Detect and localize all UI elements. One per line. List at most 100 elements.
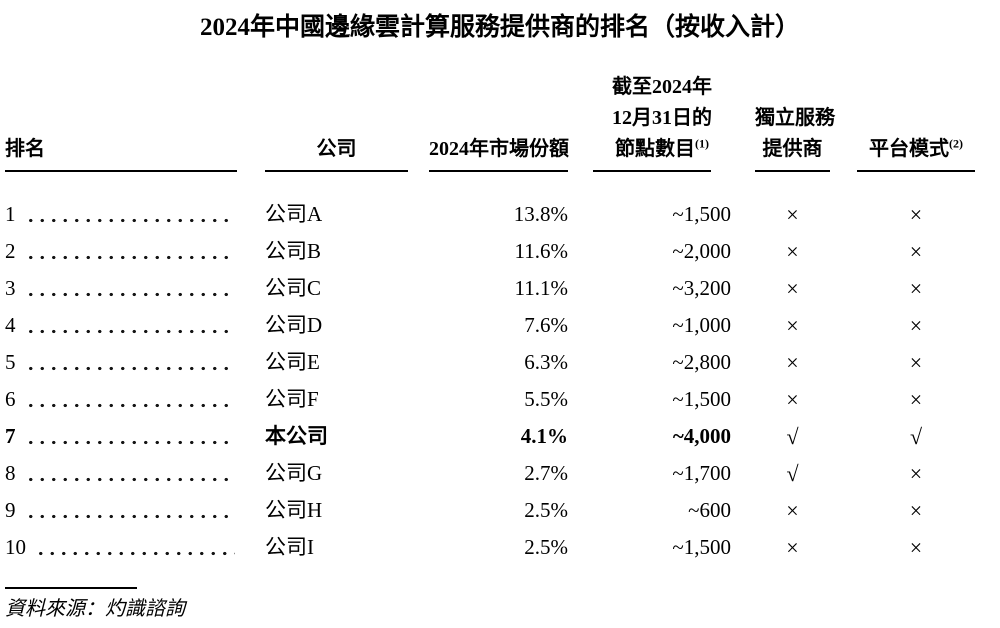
platform-flag-cell: × <box>909 313 923 338</box>
market-share-cell: 2.5% <box>524 498 568 522</box>
platform-flag-cell: × <box>909 535 923 560</box>
table-row: 6 公司F 5.5% ~1,500 × × <box>5 381 995 418</box>
dot-leader <box>24 291 235 297</box>
table-row: 2 公司B 11.6% ~2,000 × × <box>5 233 995 270</box>
footnote-marker-2: (2) <box>949 136 963 151</box>
market-share-cell: 11.1% <box>514 276 568 300</box>
rank-value: 4 <box>5 313 16 337</box>
nodes-header-line3: 節點數目(1) <box>615 136 709 160</box>
rank-cell: 1 <box>5 201 237 228</box>
table-row: 9 公司H 2.5% ~600 × × <box>5 492 995 529</box>
nodes-cell: ~1,700 <box>672 461 731 485</box>
table-header-row: 排名 公司 2024年市場份額 截至2024年 12月31日的 節點數目(1) … <box>5 72 995 172</box>
rank-cell: 4 <box>5 312 237 339</box>
dot-leader <box>24 476 235 482</box>
company-cell: 公司D <box>265 313 323 337</box>
nodes-cell: ~3,200 <box>672 276 731 300</box>
independent-flag-cell: × <box>786 202 799 227</box>
header-underline <box>429 170 568 172</box>
rank-cell: 2 <box>5 238 237 265</box>
company-cell: 公司A <box>265 202 323 226</box>
independent-flag-cell: × <box>786 239 799 264</box>
dot-leader <box>24 402 235 408</box>
rank-value: 8 <box>5 461 16 485</box>
rank-cell: 5 <box>5 349 237 376</box>
rank-value: 9 <box>5 498 16 522</box>
page-title: 2024年中國邊緣雲計算服務提供商的排名（按收入計） <box>199 14 800 41</box>
company-cell: 公司E <box>265 350 320 374</box>
nodes-header-line1: 截至2024年 <box>612 76 712 98</box>
rank-cell: 8 <box>5 460 237 487</box>
independent-flag-cell: × <box>786 350 799 375</box>
company-header-label: 公司 <box>316 138 357 160</box>
market-share-cell: 2.5% <box>524 535 568 559</box>
platform-flag-cell: × <box>909 276 923 301</box>
dot-leader <box>24 439 235 445</box>
footnote-marker-1: (1) <box>695 136 709 151</box>
rank-value: 3 <box>5 276 16 300</box>
dot-leader <box>35 550 235 556</box>
column-header-independent-provider: 獨立服務 提供商 <box>755 72 835 172</box>
platform-flag-cell: × <box>909 350 923 375</box>
dot-leader <box>24 254 235 260</box>
header-underline <box>5 170 237 172</box>
market-share-cell: 5.5% <box>524 387 568 411</box>
rank-value: 6 <box>5 387 16 411</box>
platform-header-label: 平台模式(2) <box>869 136 963 160</box>
header-underline <box>857 170 975 172</box>
independent-header-line1: 獨立服務 <box>755 107 835 129</box>
independent-flag-cell: × <box>786 498 799 523</box>
platform-flag-cell: × <box>909 239 923 264</box>
source-divider <box>5 587 137 589</box>
company-cell: 公司C <box>265 276 322 300</box>
rank-value: 2 <box>5 239 16 263</box>
market-share-cell: 2.7% <box>524 461 568 485</box>
platform-flag-cell: × <box>909 202 923 227</box>
company-cell: 本公司 <box>265 424 328 448</box>
table-row: 10 公司I 2.5% ~1,500 × × <box>5 529 995 566</box>
rank-header-label: 排名 <box>5 138 45 160</box>
market-share-cell: 6.3% <box>524 350 568 374</box>
nodes-cell: ~1,500 <box>672 387 731 411</box>
company-cell: 公司G <box>265 461 323 485</box>
rank-cell: 6 <box>5 386 237 413</box>
market-share-cell: 11.6% <box>514 239 568 263</box>
platform-flag-cell: √ <box>909 424 923 449</box>
market-share-header-label: 2024年市場份額 <box>429 138 569 160</box>
nodes-cell: ~600 <box>688 498 731 522</box>
rank-cell: 10 <box>5 534 237 561</box>
company-cell: 公司I <box>265 535 314 559</box>
rank-value: 1 <box>5 202 16 226</box>
nodes-cell: ~1,500 <box>672 535 731 559</box>
dot-leader <box>24 217 235 223</box>
company-cell: 公司H <box>265 498 323 522</box>
independent-flag-cell: × <box>786 276 799 301</box>
source-note: 資料來源：灼識諮詢 <box>5 587 995 622</box>
independent-flag-cell: × <box>786 313 799 338</box>
header-underline <box>593 170 711 172</box>
market-share-cell: 7.6% <box>524 313 568 337</box>
table-row: 4 公司D 7.6% ~1,000 × × <box>5 307 995 344</box>
column-header-market-share: 2024年市場份額 <box>429 72 569 172</box>
table-row: 8 公司G 2.7% ~1,700 √ × <box>5 455 995 492</box>
market-share-cell: 4.1% <box>520 424 568 448</box>
source-text: 資料來源：灼識諮詢 <box>5 598 185 620</box>
rank-cell: 7 <box>5 423 237 450</box>
company-cell: 公司B <box>265 239 322 263</box>
header-underline <box>265 170 408 172</box>
independent-flag-cell: √ <box>786 424 799 449</box>
nodes-cell: ~4,000 <box>672 424 731 448</box>
nodes-cell: ~1,500 <box>672 202 731 226</box>
rank-cell: 9 <box>5 497 237 524</box>
column-header-company: 公司 <box>265 72 408 172</box>
table-row: 3 公司C 11.1% ~3,200 × × <box>5 270 995 307</box>
column-header-rank: 排名 <box>5 72 237 172</box>
independent-flag-cell: × <box>786 387 799 412</box>
dot-leader <box>24 513 235 519</box>
market-share-cell: 13.8% <box>513 202 568 226</box>
column-header-nodes: 截至2024年 12月31日的 節點數目(1) <box>593 72 731 172</box>
dot-leader <box>24 365 235 371</box>
independent-flag-cell: × <box>786 535 799 560</box>
nodes-cell: ~2,000 <box>672 239 731 263</box>
